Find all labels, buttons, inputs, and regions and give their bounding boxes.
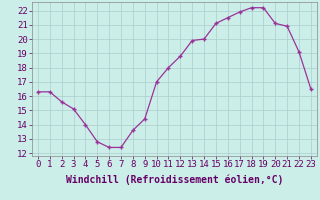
X-axis label: Windchill (Refroidissement éolien,°C): Windchill (Refroidissement éolien,°C) — [66, 175, 283, 185]
